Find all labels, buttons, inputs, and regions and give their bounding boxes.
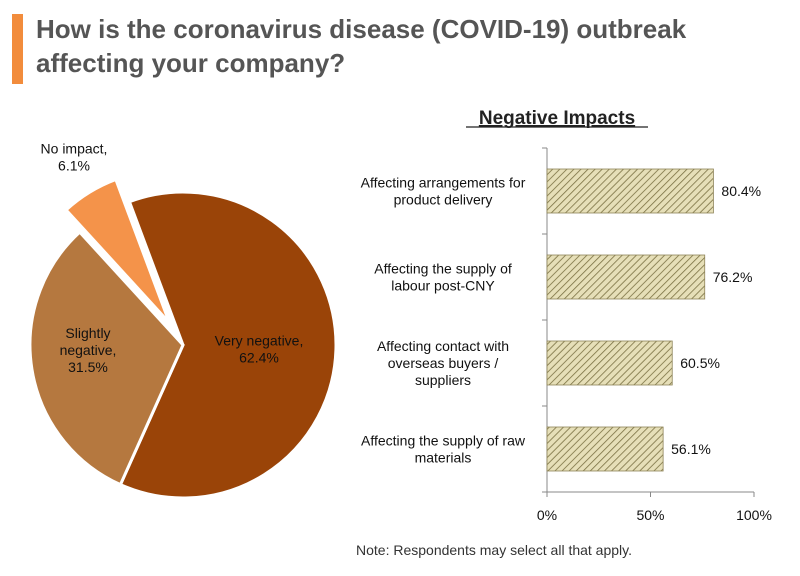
bar-1 bbox=[546, 254, 706, 300]
bar-0 bbox=[546, 168, 714, 214]
bar-3 bbox=[546, 426, 664, 472]
bar-value-label: 56.1% bbox=[671, 441, 711, 457]
x-tick-label: 50% bbox=[636, 507, 664, 523]
pie-slice-1 bbox=[28, 230, 185, 487]
bar-category-label: Affecting the supply of raw materials bbox=[361, 433, 526, 466]
page-title: How is the coronavirus disease (COVID-19… bbox=[36, 14, 687, 78]
bar-category-label: Affecting the supply of labour post-CNY bbox=[374, 261, 512, 294]
bar-value-label: 76.2% bbox=[713, 269, 753, 285]
pie-slice-label-2: No impact, 6.1% bbox=[41, 141, 108, 174]
pie-chart: Very negative, 62.4% Slightly negative, 31.5… bbox=[28, 141, 338, 500]
x-tick-label: 100% bbox=[736, 507, 772, 523]
bar-category-label: Affecting arrangements for product delive… bbox=[361, 175, 526, 208]
bar-value-label: 80.4% bbox=[721, 183, 761, 199]
pie-slice-label-0: Very negative, 62.4% bbox=[215, 333, 304, 366]
title-accent-bar bbox=[12, 14, 23, 84]
bar-category-label: Affecting contact with overseas buyers / s… bbox=[377, 338, 509, 388]
bar-chart: Negative Impacts 0% 50% 100% 80.4% Affecting … bbox=[361, 108, 772, 523]
bar-chart-title: Negative Impacts bbox=[479, 108, 635, 129]
pie-slice-0 bbox=[118, 190, 338, 500]
pie-slice-label-1: Slightly negative, 31.5% bbox=[60, 325, 117, 375]
chart-note: Note: Respondents may select all that ap… bbox=[356, 542, 633, 558]
bar-value-label: 60.5% bbox=[680, 355, 720, 371]
bar-2 bbox=[546, 340, 673, 386]
x-tick-label: 0% bbox=[537, 507, 557, 523]
pie-slice-2 bbox=[64, 177, 171, 324]
